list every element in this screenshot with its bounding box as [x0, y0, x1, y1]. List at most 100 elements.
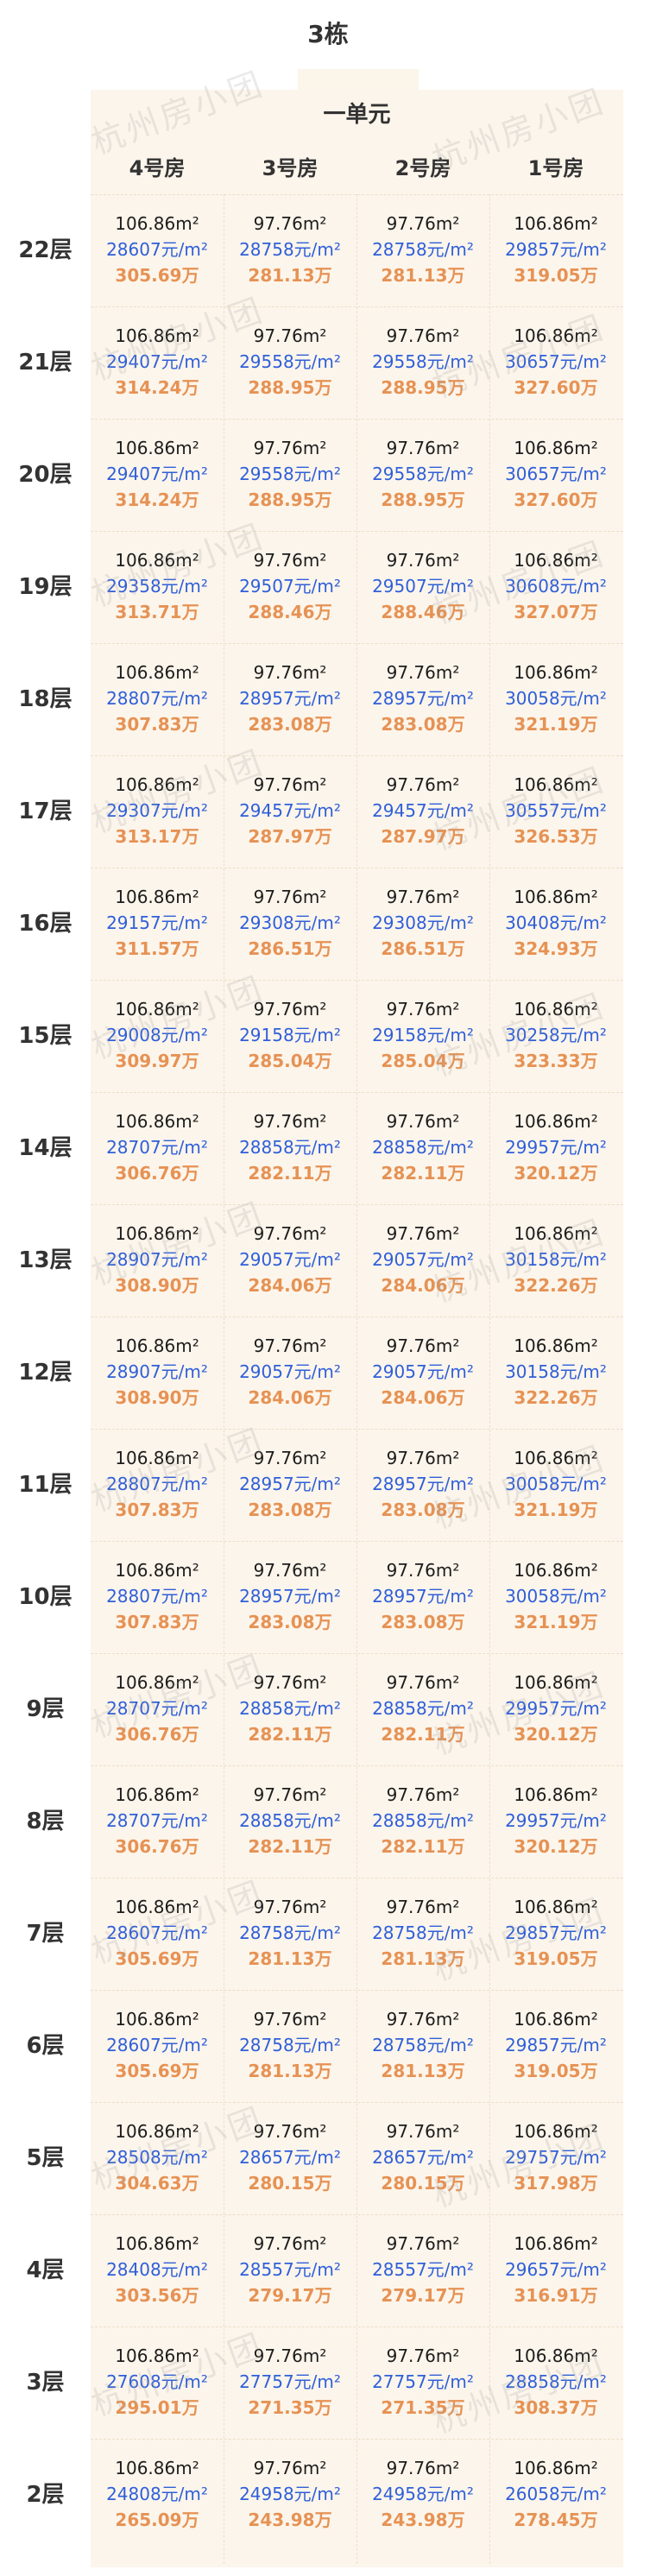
- unit-price-per-sqm: 29308元/m²: [372, 912, 474, 933]
- unit-cell: 106.86m² 28707元/m² 306.76万: [91, 1092, 224, 1204]
- unit-area: 106.86m²: [115, 2458, 199, 2478]
- unit-price-per-sqm: 29307元/m²: [106, 800, 208, 821]
- unit-price-per-sqm: 28858元/m²: [239, 1698, 341, 1719]
- floor-label: 16层: [18, 911, 73, 937]
- unit-total-price: 284.06万: [381, 1275, 465, 1296]
- unit-total-price: 306.76万: [115, 1163, 199, 1184]
- unit-total-price: 265.09万: [115, 2510, 199, 2530]
- unit-cell: 97.76m² 28858元/m² 282.11万: [224, 1092, 356, 1204]
- unit-area: 106.86m²: [115, 662, 199, 683]
- unit-price-per-sqm: 28758元/m²: [239, 2035, 341, 2055]
- unit-area: 97.76m²: [253, 1111, 327, 1132]
- unit-price-per-sqm: 28858元/m²: [372, 1698, 474, 1719]
- unit-area: 106.86m²: [514, 1223, 598, 1244]
- unit-price-per-sqm: 28858元/m²: [372, 1810, 474, 1831]
- row-divider: [91, 2214, 623, 2215]
- unit-price-per-sqm: 29308元/m²: [239, 912, 341, 933]
- unit-price-per-sqm: 29757元/m²: [505, 2147, 607, 2168]
- row-divider: [91, 1653, 623, 1654]
- row-divider: [91, 1204, 623, 1205]
- unit-area: 97.76m²: [386, 2121, 460, 2142]
- unit-area: 106.86m²: [514, 1560, 598, 1581]
- unit-price-per-sqm: 28707元/m²: [106, 1698, 208, 1719]
- unit-area: 106.86m²: [514, 325, 598, 346]
- unit-price-per-sqm: 24958元/m²: [239, 2484, 341, 2504]
- unit-total-price: 305.69万: [115, 2061, 199, 2081]
- unit-area: 97.76m²: [386, 2458, 460, 2478]
- unit-price-per-sqm: 30408元/m²: [505, 912, 607, 933]
- unit-total-price: 284.06万: [248, 1275, 332, 1296]
- unit-price-per-sqm: 29407元/m²: [106, 464, 208, 484]
- unit-area: 97.76m²: [253, 1672, 327, 1693]
- unit-cell: 97.76m² 29057元/m² 284.06万: [224, 1204, 356, 1316]
- unit-cell: 106.86m² 29857元/m² 319.05万: [489, 194, 622, 306]
- unit-total-price: 307.83万: [115, 1612, 199, 1632]
- unit-total-price: 320.12万: [514, 1163, 598, 1184]
- unit-price-per-sqm: 29957元/m²: [505, 1698, 607, 1719]
- row-divider: [91, 194, 623, 195]
- unit-cell: 106.86m² 27608元/m² 295.01万: [91, 2327, 224, 2439]
- unit-total-price: 303.56万: [115, 2285, 199, 2306]
- unit-cell: 97.76m² 28557元/m² 279.17万: [224, 2214, 356, 2327]
- unit-total-price: 327.60万: [514, 489, 598, 510]
- unit-price-per-sqm: 29057元/m²: [239, 1249, 341, 1270]
- unit-price-per-sqm: 28807元/m²: [106, 688, 208, 709]
- unit-total-price: 280.15万: [381, 2173, 465, 2194]
- unit-area: 97.76m²: [253, 2458, 327, 2478]
- unit-cell: 97.76m² 27757元/m² 271.35万: [224, 2327, 356, 2439]
- unit-total-price: 314.24万: [115, 489, 199, 510]
- unit-label: 一单元: [323, 102, 391, 128]
- unit-price-per-sqm: 28907元/m²: [106, 1361, 208, 1382]
- unit-total-price: 285.04万: [248, 1051, 332, 1071]
- unit-price-per-sqm: 29457元/m²: [372, 800, 474, 821]
- unit-price-per-sqm: 28408元/m²: [106, 2259, 208, 2280]
- unit-total-price: 281.13万: [381, 265, 465, 286]
- unit-total-price: 278.45万: [514, 2510, 598, 2530]
- floor-label: 14层: [18, 1135, 73, 1161]
- unit-price-per-sqm: 28657元/m²: [239, 2147, 341, 2168]
- unit-area: 106.86m²: [514, 1448, 598, 1468]
- unit-total-price: 305.69万: [115, 1948, 199, 1969]
- unit-cell: 97.76m² 28758元/m² 281.13万: [224, 1878, 356, 1990]
- unit-total-price: 281.13万: [381, 2061, 465, 2081]
- column-header: 2号房: [394, 156, 451, 180]
- unit-price-per-sqm: 29558元/m²: [372, 351, 474, 372]
- unit-area: 97.76m²: [386, 1672, 460, 1693]
- unit-cell: 106.86m² 29957元/m² 320.12万: [489, 1092, 622, 1204]
- unit-area: 97.76m²: [386, 2009, 460, 2030]
- unit-price-per-sqm: 28858元/m²: [239, 1137, 341, 1158]
- unit-price-per-sqm: 29057元/m²: [372, 1361, 474, 1382]
- unit-price-per-sqm: 29057元/m²: [239, 1361, 341, 1382]
- floor-label: 3层: [26, 2370, 65, 2396]
- unit-total-price: 271.35万: [381, 2397, 465, 2418]
- floor-label: 17层: [18, 799, 73, 824]
- unit-area: 97.76m²: [253, 2121, 327, 2142]
- unit-price-per-sqm: 30608元/m²: [505, 576, 607, 597]
- unit-total-price: 282.11万: [381, 1836, 465, 1857]
- unit-cell: 106.86m² 29307元/m² 313.17万: [91, 755, 224, 868]
- unit-cell: 106.86m² 30258元/m² 323.33万: [489, 980, 622, 1092]
- unit-total-price: 321.19万: [514, 714, 598, 735]
- unit-cell: 106.86m² 28807元/m² 307.83万: [91, 1541, 224, 1653]
- unit-price-per-sqm: 29558元/m²: [372, 464, 474, 484]
- unit-area: 97.76m²: [253, 1897, 327, 1917]
- unit-cell: 97.76m² 28858元/m² 282.11万: [356, 1765, 489, 1878]
- unit-cell: 97.76m² 29057元/m² 284.06万: [224, 1316, 356, 1429]
- unit-total-price: 271.35万: [248, 2397, 332, 2418]
- unit-cell: 106.86m² 28907元/m² 308.90万: [91, 1204, 224, 1316]
- unit-area: 97.76m²: [253, 2233, 327, 2254]
- unit-price-per-sqm: 28707元/m²: [106, 1810, 208, 1831]
- unit-total-price: 243.98万: [248, 2510, 332, 2530]
- unit-total-price: 288.95万: [248, 377, 332, 398]
- row-divider: [91, 1092, 623, 1093]
- unit-cell: 97.76m² 28758元/m² 281.13万: [224, 1990, 356, 2102]
- unit-price-per-sqm: 28758元/m²: [239, 239, 341, 260]
- unit-area: 97.76m²: [386, 438, 460, 458]
- unit-area: 106.86m²: [115, 213, 199, 234]
- row-divider: [91, 306, 623, 307]
- unit-total-price: 311.57万: [115, 938, 199, 959]
- unit-price-per-sqm: 29358元/m²: [106, 576, 208, 597]
- unit-area: 97.76m²: [386, 1335, 460, 1356]
- unit-cell: 97.76m² 29457元/m² 287.97万: [224, 755, 356, 868]
- unit-total-price: 319.05万: [514, 2061, 598, 2081]
